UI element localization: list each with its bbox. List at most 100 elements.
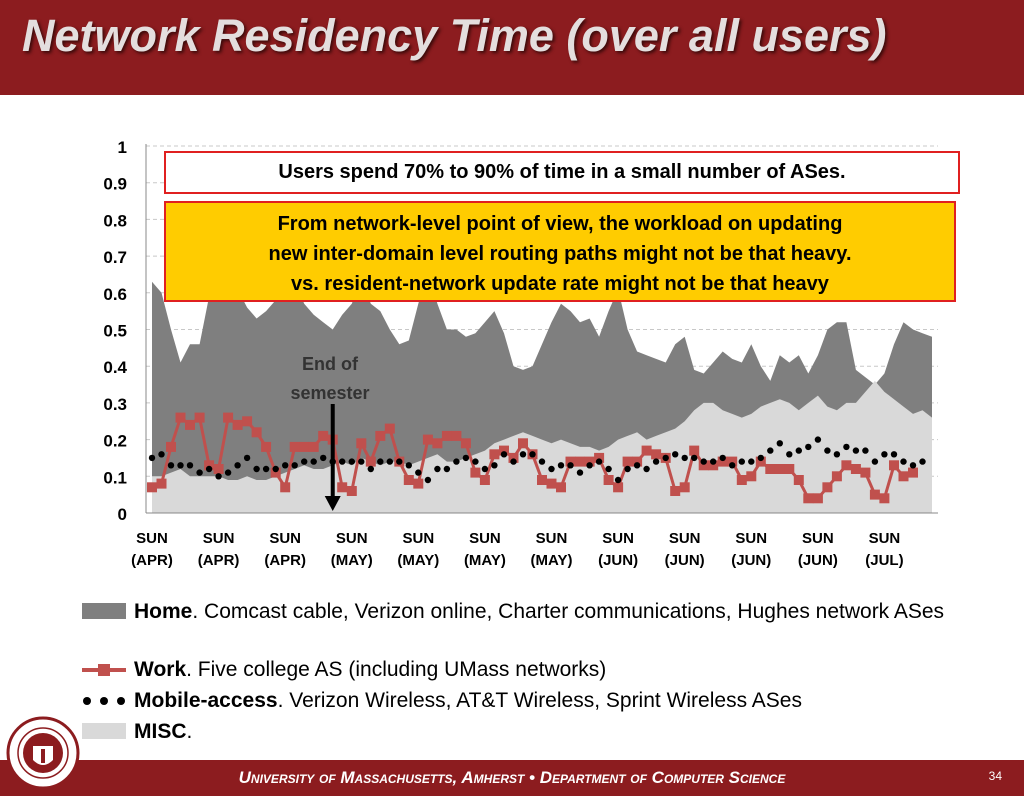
legend-home-swatch xyxy=(82,603,126,619)
footer-text: University of Massachusetts, Amherst • D… xyxy=(238,768,786,787)
work-point xyxy=(166,441,176,452)
x-tick-label: SUN xyxy=(403,530,435,547)
work-point xyxy=(889,460,899,471)
x-tick-label: SUN xyxy=(735,530,767,547)
work-point xyxy=(337,482,348,493)
work-point xyxy=(451,430,462,441)
mobile-point xyxy=(186,462,194,469)
mobile-point xyxy=(538,458,546,465)
work-point xyxy=(185,419,195,430)
work-point xyxy=(774,464,785,474)
mobile-point xyxy=(757,454,764,462)
x-tick-label: (APR) xyxy=(198,552,240,569)
work-point xyxy=(632,456,643,467)
legend-misc-swatch xyxy=(82,723,126,739)
x-tick-label: (JUN) xyxy=(665,552,705,569)
mobile-point xyxy=(814,436,822,443)
work-point xyxy=(812,493,823,504)
mobile-point xyxy=(776,440,783,447)
work-point xyxy=(508,452,519,463)
work-point xyxy=(204,460,215,471)
callout-summary: Users spend 70% to 90% of time in a smal… xyxy=(164,151,960,194)
work-point xyxy=(384,423,395,434)
legend-home: Home. Comcast cable, Verizon online, Cha… xyxy=(82,598,982,654)
mobile-point xyxy=(871,458,879,465)
work-point xyxy=(584,456,595,467)
mobile-point xyxy=(567,462,574,469)
mobile-point xyxy=(919,458,926,465)
x-tick-label: (JUN) xyxy=(598,552,638,569)
x-tick-label: (JUN) xyxy=(731,552,771,569)
work-point xyxy=(518,438,528,449)
mobile-point xyxy=(662,454,669,462)
mobile-point xyxy=(358,458,365,465)
work-point xyxy=(841,460,852,471)
title-bar: Network Residency Time (over all users) xyxy=(0,0,1024,95)
work-point xyxy=(479,475,490,485)
work-point xyxy=(556,482,566,493)
y-tick-label: 0.8 xyxy=(103,211,127,230)
mobile-point xyxy=(643,465,650,473)
callout-workload-line2: new inter-domain level routing paths mig… xyxy=(268,243,852,265)
mobile-point xyxy=(719,454,726,462)
x-tick-label: SUN xyxy=(669,530,701,547)
work-point xyxy=(422,434,433,445)
mobile-point xyxy=(700,458,707,465)
work-point xyxy=(175,412,186,423)
mobile-point xyxy=(481,465,489,473)
work-point xyxy=(261,441,272,452)
mobile-point xyxy=(453,458,460,465)
mobile-point xyxy=(738,458,745,465)
mobile-point xyxy=(253,465,260,473)
y-tick-label: 0 xyxy=(118,505,127,524)
y-tick-label: 1 xyxy=(118,138,127,157)
mobile-point xyxy=(301,458,308,465)
x-tick-label: SUN xyxy=(802,530,834,547)
mobile-point xyxy=(729,462,736,469)
mobile-point xyxy=(652,458,660,465)
work-point xyxy=(898,471,909,482)
y-tick-label: 0.4 xyxy=(103,358,127,377)
mobile-point xyxy=(443,465,451,473)
mobile-point xyxy=(243,454,251,462)
mobile-point xyxy=(282,462,289,469)
callout-workload: From network-level point of view, the wo… xyxy=(164,201,956,302)
mobile-point xyxy=(843,443,850,451)
mobile-point xyxy=(215,473,222,480)
work-point xyxy=(755,456,766,467)
annotation-line1: End of xyxy=(302,354,359,374)
footer-bar: University of Massachusetts, Amherst • D… xyxy=(0,760,1024,796)
work-point xyxy=(156,478,167,489)
work-point xyxy=(270,467,281,478)
y-tick-label: 0.1 xyxy=(103,468,127,487)
work-point xyxy=(460,438,471,449)
mobile-point xyxy=(234,462,241,469)
mobile-point xyxy=(548,465,555,473)
mobile-point xyxy=(557,462,565,469)
x-tick-label: (MAY) xyxy=(397,552,439,569)
work-point xyxy=(736,475,747,485)
work-point xyxy=(651,449,662,460)
mobile-point xyxy=(672,451,679,458)
work-point xyxy=(670,486,681,496)
mobile-point xyxy=(510,458,517,465)
x-tick-label: SUN xyxy=(269,530,301,547)
work-point xyxy=(194,412,205,423)
work-point xyxy=(698,460,709,471)
mobile-point xyxy=(424,476,432,484)
x-tick-label: (APR) xyxy=(131,552,173,569)
work-point xyxy=(413,478,424,489)
work-point xyxy=(489,449,500,460)
mobile-point xyxy=(310,458,317,465)
mobile-point xyxy=(519,451,527,458)
mobile-point xyxy=(415,469,422,476)
work-point xyxy=(831,471,842,482)
work-point xyxy=(537,475,547,485)
mobile-point xyxy=(205,465,213,473)
mobile-point xyxy=(462,454,470,462)
x-tick-label: (MAY) xyxy=(331,552,373,569)
work-point xyxy=(727,456,738,467)
work-point xyxy=(803,493,814,504)
x-tick-label: SUN xyxy=(203,530,235,547)
mobile-point xyxy=(377,458,384,465)
